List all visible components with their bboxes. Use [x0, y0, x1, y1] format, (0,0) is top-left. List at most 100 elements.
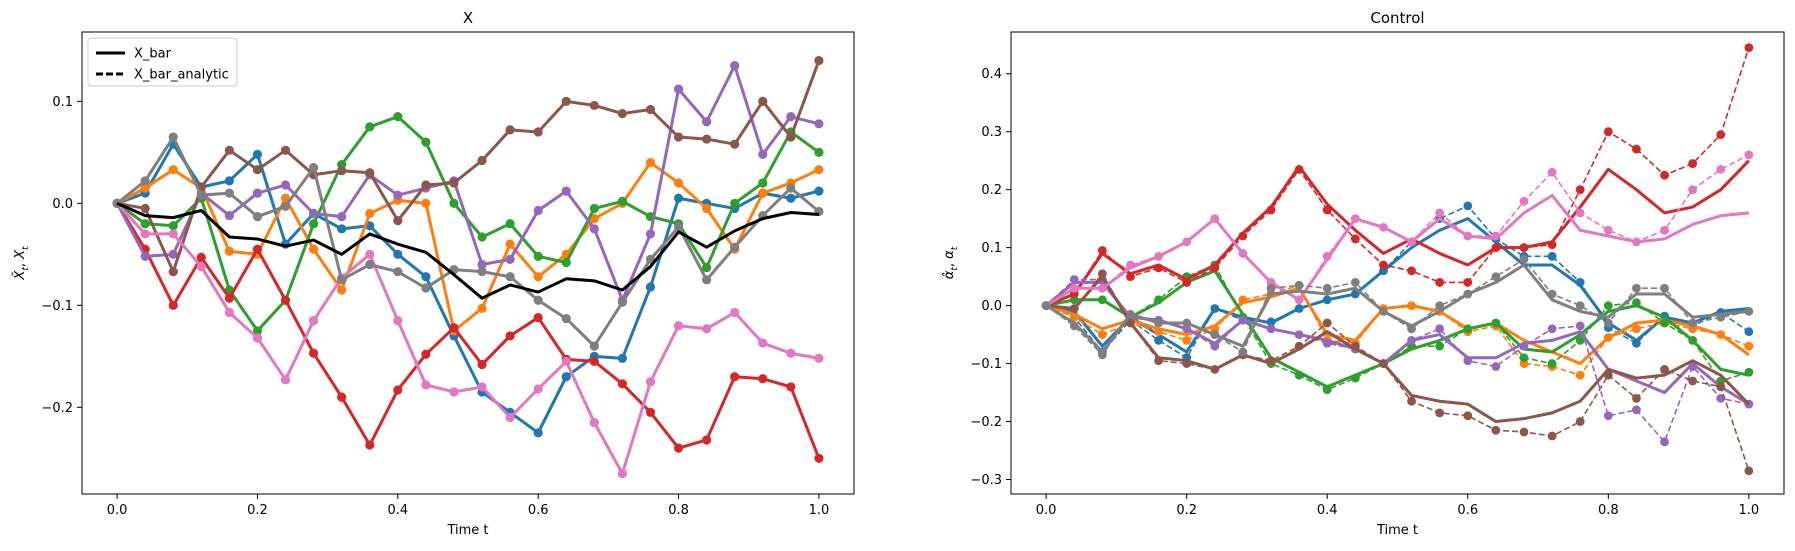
x-tick-label: 0.2 [247, 503, 268, 518]
data-point [702, 275, 712, 285]
data-point [224, 145, 234, 155]
data-point [196, 252, 206, 262]
data-point [505, 331, 515, 341]
data-point [505, 272, 515, 282]
data-point [645, 377, 656, 387]
data-point [196, 190, 206, 200]
data-point [645, 229, 656, 239]
data-point [1716, 164, 1726, 174]
data-point [1632, 144, 1641, 154]
data-point [730, 242, 740, 252]
data-point [814, 147, 824, 157]
series-line-dashed [1045, 284, 1750, 377]
data-point [758, 374, 768, 384]
data-point [730, 61, 740, 71]
y-axis-label: X̂t, Xt [13, 246, 31, 281]
y-tick-label: 0.0 [981, 299, 1002, 314]
data-point [140, 183, 150, 193]
data-point [168, 229, 178, 239]
data-point [673, 222, 684, 232]
data-point [1322, 283, 1332, 293]
data-point [280, 180, 291, 190]
series-group [112, 55, 824, 479]
x-axis-label: Time t [446, 523, 488, 538]
data-point [140, 251, 150, 261]
data-point [1603, 127, 1613, 137]
data-point [1491, 425, 1501, 435]
data-point [477, 267, 487, 277]
data-point [1435, 408, 1445, 418]
data-point [1632, 324, 1641, 334]
data-point [1688, 159, 1698, 168]
data-point [280, 145, 291, 155]
series-brown [1041, 269, 1754, 476]
data-point [140, 203, 150, 214]
data-point [1519, 196, 1529, 206]
data-point [533, 295, 543, 305]
data-point [1575, 335, 1585, 345]
data-point [1660, 437, 1669, 447]
data-point [1603, 225, 1613, 235]
data-point [1603, 318, 1613, 328]
data-point [1547, 359, 1557, 368]
series-line-solid [116, 161, 820, 333]
data-point [730, 198, 740, 208]
data-point [252, 333, 263, 343]
data-point [1097, 246, 1107, 255]
data-point [814, 119, 824, 129]
data-point [505, 125, 515, 135]
data-point [505, 239, 515, 249]
series-brown [112, 55, 824, 277]
data-point [533, 384, 543, 394]
x-axis-label: Time t [1376, 523, 1418, 538]
data-point [533, 428, 543, 438]
data-point [561, 186, 571, 196]
data-point [589, 356, 599, 367]
data-point [786, 348, 796, 358]
data-point [224, 293, 234, 303]
data-point [1435, 278, 1445, 287]
data-point [252, 326, 263, 336]
chart-panel-control: 0.0 0.2 0.4 0.6 0.8 1.0 −0.3 −0.2 −0.1 0.0 0.1 0.2 0… [942, 9, 1785, 538]
data-point [1519, 353, 1529, 363]
x-tick-label: 1.0 [809, 503, 830, 518]
series-line-solid [115, 64, 820, 302]
data-point [1182, 278, 1192, 287]
data-point [337, 166, 347, 176]
y-tick-label: 0.4 [981, 67, 1002, 82]
data-point [1547, 431, 1557, 441]
data-point [702, 324, 712, 334]
data-point [1575, 185, 1585, 195]
x-tick-label: 0.0 [107, 503, 128, 518]
data-point [309, 219, 319, 229]
data-point [140, 219, 150, 229]
data-point [1744, 43, 1754, 53]
data-point [702, 203, 712, 214]
data-point [1660, 225, 1669, 235]
series-line-solid [1045, 263, 1750, 354]
data-point [1463, 411, 1473, 421]
data-point [814, 353, 824, 363]
data-point [224, 188, 234, 198]
data-point [365, 249, 375, 259]
data-point [1097, 330, 1107, 339]
data-point [1603, 301, 1613, 311]
data-point [421, 137, 431, 147]
data-point [1575, 321, 1585, 331]
series-line-solid [1045, 159, 1750, 307]
data-point [814, 165, 824, 175]
legend-box [87, 37, 238, 87]
data-point [1744, 327, 1754, 337]
x-tick-label: 0.4 [1317, 503, 1338, 518]
data-point [617, 379, 628, 389]
data-point [421, 198, 431, 208]
data-point [1660, 170, 1669, 180]
data-point [1632, 338, 1641, 348]
data-point [533, 312, 543, 323]
data-point [337, 224, 347, 234]
series-gray [1041, 254, 1754, 360]
y-tick-label: 0.1 [52, 95, 73, 110]
data-point [533, 251, 543, 261]
data-point [617, 108, 628, 119]
data-point [309, 348, 319, 358]
